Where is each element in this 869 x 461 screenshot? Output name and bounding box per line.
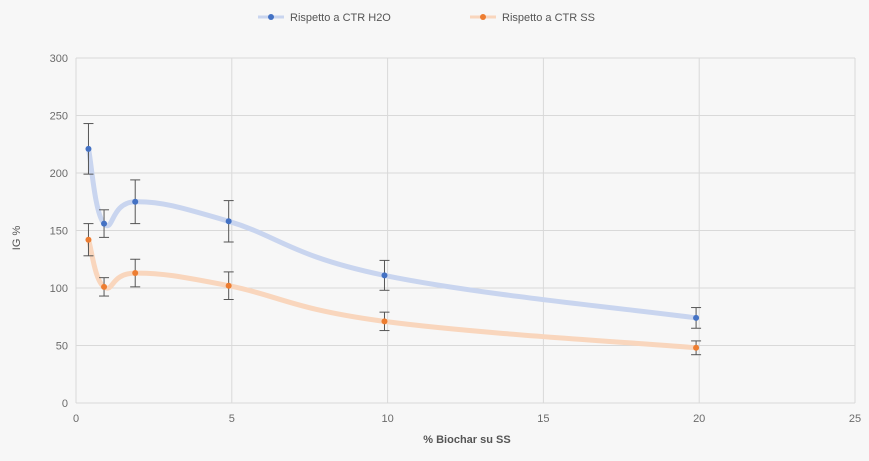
- data-point: [225, 282, 232, 289]
- data-point: [132, 270, 139, 277]
- data-point: [693, 314, 700, 321]
- data-point: [381, 272, 388, 279]
- legend-swatch-marker: [268, 14, 274, 20]
- y-tick-label: 200: [50, 168, 68, 180]
- series-layer: [83, 123, 702, 356]
- data-point: [85, 145, 92, 152]
- x-tick-label: 10: [381, 413, 393, 425]
- y-tick-label: 0: [62, 398, 68, 410]
- x-axis-label: % Biochar su SS: [423, 434, 510, 446]
- data-point: [381, 318, 388, 325]
- x-tick-label: 5: [229, 413, 235, 425]
- legend-label: Rispetto a CTR H2O: [290, 12, 391, 24]
- y-tick-label: 300: [50, 53, 68, 65]
- y-tick-label: 250: [50, 111, 68, 123]
- data-point: [101, 220, 108, 227]
- x-tick-label: 0: [73, 413, 79, 425]
- data-point: [101, 283, 108, 290]
- legend-label: Rispetto a CTR SS: [502, 12, 595, 24]
- x-tick-label: 15: [537, 413, 549, 425]
- legend: Rispetto a CTR H2O Rispetto a CTR SS: [258, 12, 595, 24]
- y-axis-label: IG %: [11, 226, 23, 251]
- grid: [75, 57, 856, 404]
- data-point: [132, 198, 139, 205]
- x-tick-label: 25: [849, 413, 861, 425]
- x-tick-label: 20: [693, 413, 705, 425]
- data-point: [225, 218, 232, 225]
- data-point: [693, 344, 700, 351]
- data-point: [85, 236, 92, 243]
- y-tick-label: 150: [50, 226, 68, 238]
- series-line: [86, 237, 699, 351]
- legend-swatch-marker: [480, 14, 486, 20]
- series-line: [86, 146, 699, 321]
- axes: 0 50 100 150 200 250 300 0 5 10 15 20 25: [50, 53, 861, 425]
- y-tick-label: 100: [50, 283, 68, 295]
- y-tick-label: 50: [56, 341, 68, 353]
